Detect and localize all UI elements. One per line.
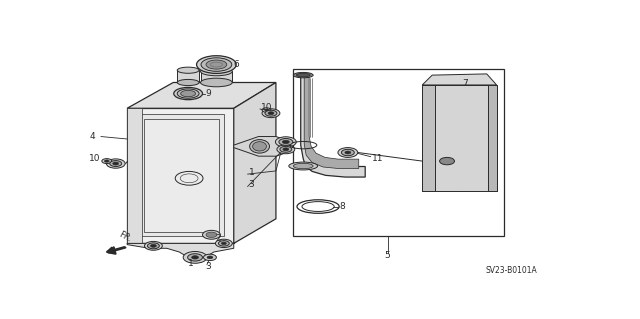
Circle shape bbox=[338, 148, 358, 157]
Text: 2: 2 bbox=[215, 234, 221, 243]
Polygon shape bbox=[140, 115, 224, 236]
Circle shape bbox=[265, 110, 277, 116]
Circle shape bbox=[341, 149, 355, 156]
Circle shape bbox=[262, 108, 271, 112]
Polygon shape bbox=[234, 137, 286, 156]
Circle shape bbox=[106, 159, 125, 168]
Ellipse shape bbox=[296, 73, 310, 77]
Circle shape bbox=[207, 256, 213, 259]
Circle shape bbox=[264, 109, 269, 111]
Text: 11: 11 bbox=[372, 154, 383, 163]
Text: 6: 6 bbox=[233, 60, 239, 69]
Ellipse shape bbox=[253, 142, 266, 151]
Polygon shape bbox=[127, 108, 234, 243]
Circle shape bbox=[268, 112, 274, 115]
Ellipse shape bbox=[201, 58, 232, 71]
Text: 1: 1 bbox=[188, 258, 194, 268]
Bar bbox=[293, 69, 504, 236]
Circle shape bbox=[202, 230, 220, 239]
Polygon shape bbox=[145, 119, 219, 232]
Circle shape bbox=[145, 241, 163, 250]
Text: SV23-B0101A: SV23-B0101A bbox=[486, 266, 538, 275]
Ellipse shape bbox=[177, 67, 199, 73]
Circle shape bbox=[262, 109, 280, 118]
Circle shape bbox=[218, 241, 229, 246]
Polygon shape bbox=[422, 85, 497, 190]
Circle shape bbox=[204, 254, 216, 261]
Circle shape bbox=[440, 157, 454, 165]
Circle shape bbox=[110, 160, 122, 167]
Polygon shape bbox=[127, 243, 234, 257]
Polygon shape bbox=[177, 70, 199, 83]
Polygon shape bbox=[301, 75, 365, 177]
Circle shape bbox=[275, 137, 296, 147]
Polygon shape bbox=[127, 108, 142, 243]
Text: FR.: FR. bbox=[117, 230, 133, 244]
Circle shape bbox=[102, 159, 112, 164]
Circle shape bbox=[206, 232, 217, 237]
Circle shape bbox=[188, 254, 202, 261]
Text: 5: 5 bbox=[385, 251, 390, 260]
Ellipse shape bbox=[293, 163, 313, 169]
Ellipse shape bbox=[177, 79, 199, 85]
Polygon shape bbox=[488, 85, 497, 190]
Circle shape bbox=[113, 162, 118, 165]
Circle shape bbox=[147, 243, 159, 249]
Ellipse shape bbox=[200, 67, 232, 76]
Text: 3: 3 bbox=[205, 262, 211, 271]
Circle shape bbox=[221, 242, 227, 245]
Polygon shape bbox=[422, 74, 497, 85]
Ellipse shape bbox=[293, 72, 313, 78]
Text: 1: 1 bbox=[249, 168, 254, 177]
Circle shape bbox=[345, 151, 351, 154]
Circle shape bbox=[150, 244, 156, 247]
Circle shape bbox=[183, 251, 207, 263]
Circle shape bbox=[282, 140, 289, 144]
Ellipse shape bbox=[206, 60, 227, 69]
Circle shape bbox=[283, 148, 289, 151]
Text: 3: 3 bbox=[249, 180, 254, 189]
Polygon shape bbox=[304, 75, 359, 168]
Polygon shape bbox=[127, 83, 276, 108]
Ellipse shape bbox=[180, 90, 196, 97]
Polygon shape bbox=[422, 85, 435, 190]
Ellipse shape bbox=[200, 78, 232, 87]
Text: 10: 10 bbox=[261, 102, 273, 112]
Ellipse shape bbox=[289, 162, 317, 170]
Text: 10: 10 bbox=[89, 154, 100, 163]
Circle shape bbox=[104, 160, 109, 162]
Text: 8: 8 bbox=[339, 202, 345, 211]
Ellipse shape bbox=[250, 140, 269, 153]
Polygon shape bbox=[200, 71, 232, 83]
Text: 9: 9 bbox=[205, 89, 211, 98]
Text: 4: 4 bbox=[90, 132, 95, 141]
Circle shape bbox=[280, 146, 292, 152]
Ellipse shape bbox=[173, 87, 202, 100]
Circle shape bbox=[216, 239, 232, 248]
Circle shape bbox=[277, 145, 295, 154]
Ellipse shape bbox=[177, 89, 199, 98]
Polygon shape bbox=[234, 83, 276, 243]
Ellipse shape bbox=[196, 56, 236, 73]
Circle shape bbox=[279, 138, 292, 145]
Circle shape bbox=[191, 256, 198, 259]
Text: 7: 7 bbox=[462, 79, 468, 88]
